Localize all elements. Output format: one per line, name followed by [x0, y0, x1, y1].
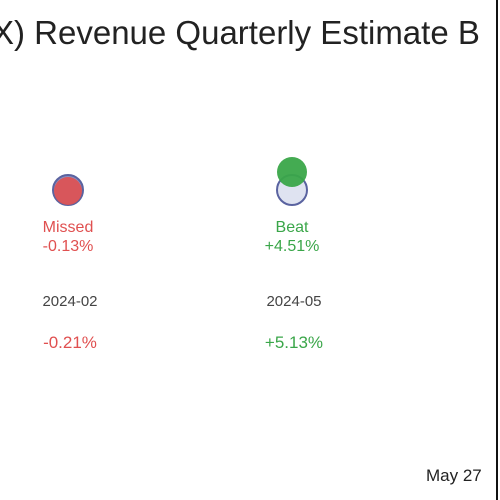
date-label: 2024-02: [42, 293, 97, 310]
status-label: Beat: [276, 219, 309, 236]
surprise-label: -0.13%: [43, 238, 94, 255]
change-label: +5.13%: [265, 333, 323, 352]
marks-layer: [52, 157, 308, 206]
actual-marker: [54, 177, 82, 205]
chart-footer: May 27: [426, 466, 482, 485]
labels-layer: Missed -0.13% 2024-02 -0.21% Beat +4.51% 2024-…: [42, 219, 323, 352]
surprise-label: +4.51%: [265, 238, 320, 255]
chart-title: X) Revenue Quarterly Estimate B: [0, 14, 480, 51]
actual-marker: [277, 157, 307, 187]
status-label: Missed: [43, 219, 94, 236]
date-label: 2024-05: [266, 293, 321, 310]
change-label: -0.21%: [43, 333, 97, 352]
